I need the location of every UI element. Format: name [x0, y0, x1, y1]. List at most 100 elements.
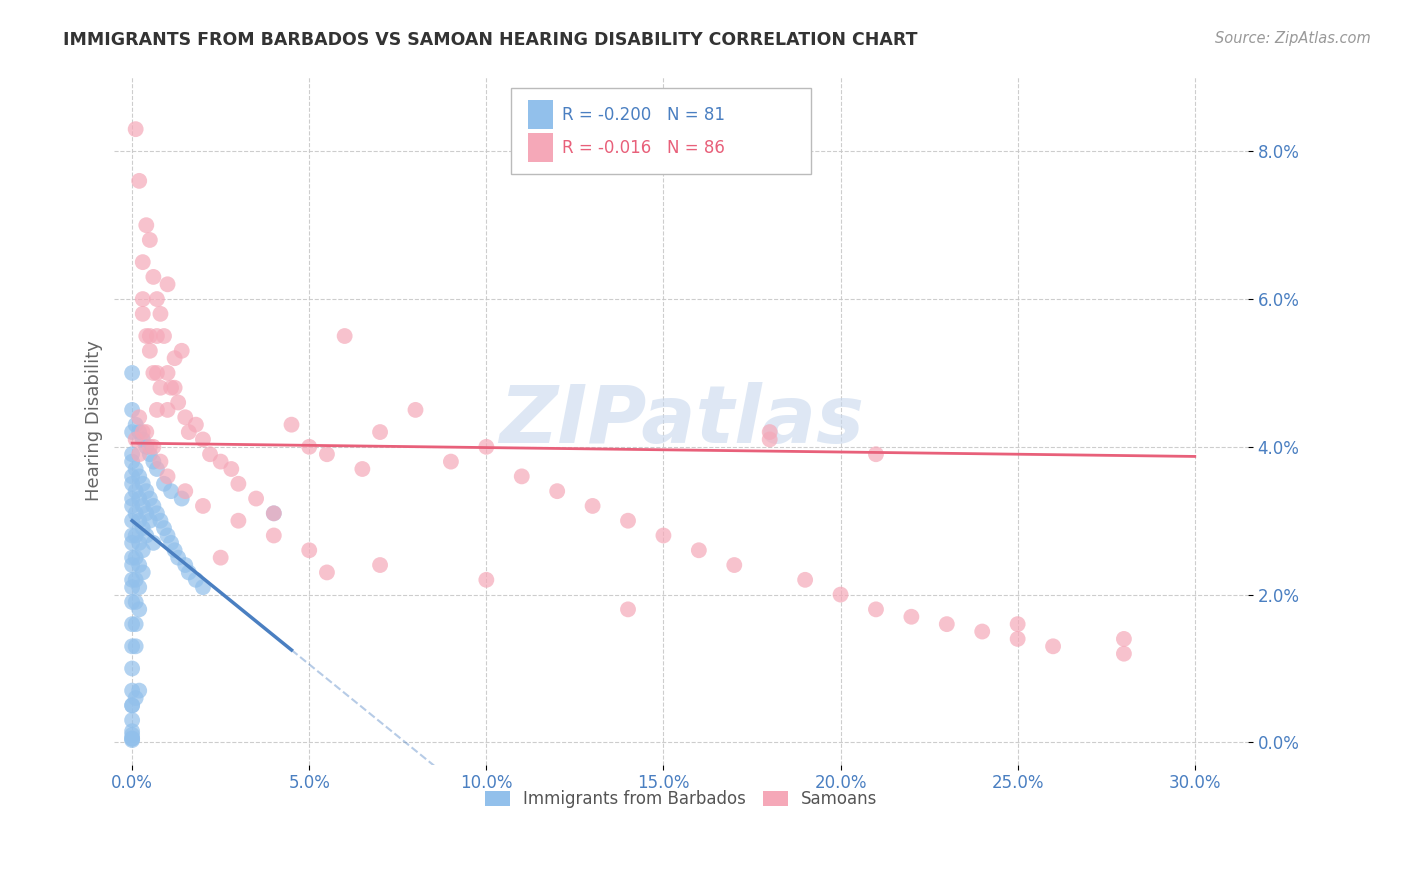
Point [128, 491, 150, 506]
Point [209, 454, 232, 468]
Point [121, 580, 143, 594]
Point [149, 454, 172, 468]
Point [263, 506, 285, 520]
Point [124, 433, 146, 447]
Point [316, 566, 339, 580]
Point [972, 624, 994, 639]
Point [163, 351, 186, 366]
Point [124, 122, 146, 136]
Point [124, 462, 146, 476]
Point [142, 440, 165, 454]
Text: Source: ZipAtlas.com: Source: ZipAtlas.com [1215, 31, 1371, 46]
Point [132, 521, 155, 535]
Point [139, 491, 162, 506]
Y-axis label: Hearing Disability: Hearing Disability [86, 341, 103, 501]
Point [142, 499, 165, 513]
Point [142, 536, 165, 550]
Point [124, 506, 146, 520]
Point [124, 640, 146, 654]
Point [121, 536, 143, 550]
Text: IMMIGRANTS FROM BARBADOS VS SAMOAN HEARING DISABILITY CORRELATION CHART: IMMIGRANTS FROM BARBADOS VS SAMOAN HEARI… [63, 31, 918, 49]
Point [688, 543, 710, 558]
Point [581, 499, 603, 513]
Point [135, 329, 157, 343]
Point [758, 425, 780, 439]
Legend: Immigrants from Barbados, Samoans: Immigrants from Barbados, Samoans [478, 783, 884, 814]
Point [121, 558, 143, 572]
Point [124, 691, 146, 706]
Point [617, 514, 640, 528]
Point [132, 255, 155, 269]
Text: R = -0.200   N = 81: R = -0.200 N = 81 [562, 105, 725, 123]
Point [146, 329, 169, 343]
Point [139, 514, 162, 528]
Point [121, 447, 143, 461]
Point [121, 550, 143, 565]
Point [121, 573, 143, 587]
Point [167, 550, 190, 565]
Point [121, 731, 143, 746]
Point [167, 395, 190, 409]
Point [139, 447, 162, 461]
Point [132, 476, 155, 491]
Point [191, 580, 214, 594]
Point [135, 506, 157, 520]
Point [121, 617, 143, 632]
Point [723, 558, 745, 572]
Point [163, 381, 186, 395]
Point [128, 425, 150, 439]
Point [121, 683, 143, 698]
Point [865, 447, 887, 461]
Point [298, 440, 321, 454]
Point [221, 462, 243, 476]
Point [121, 595, 143, 609]
Point [352, 462, 374, 476]
Point [124, 484, 146, 499]
Point [128, 602, 150, 616]
Point [139, 440, 162, 454]
Point [132, 543, 155, 558]
Point [132, 307, 155, 321]
Point [121, 491, 143, 506]
Point [146, 403, 169, 417]
Point [121, 733, 143, 747]
Point [652, 528, 675, 542]
Point [121, 499, 143, 513]
Point [128, 558, 150, 572]
Point [132, 566, 155, 580]
Point [135, 528, 157, 542]
Point [149, 381, 172, 395]
Point [475, 573, 498, 587]
Point [1112, 632, 1135, 646]
Point [135, 484, 157, 499]
Point [132, 433, 155, 447]
Point [794, 573, 817, 587]
Point [124, 417, 146, 432]
Point [121, 731, 143, 746]
Point [174, 558, 197, 572]
Point [228, 476, 250, 491]
Point [170, 491, 193, 506]
Point [128, 580, 150, 594]
Point [132, 292, 155, 306]
Point [124, 550, 146, 565]
Point [142, 269, 165, 284]
Point [149, 307, 172, 321]
Point [153, 521, 176, 535]
Point [153, 476, 176, 491]
Point [139, 343, 162, 358]
Point [298, 543, 321, 558]
Point [128, 174, 150, 188]
Point [935, 617, 957, 632]
Point [546, 484, 568, 499]
Point [135, 218, 157, 232]
Point [160, 484, 183, 499]
Point [146, 366, 169, 380]
Point [160, 381, 183, 395]
Point [475, 440, 498, 454]
FancyBboxPatch shape [529, 133, 553, 162]
Point [121, 514, 143, 528]
Point [830, 588, 852, 602]
FancyBboxPatch shape [512, 87, 811, 174]
Point [209, 550, 232, 565]
